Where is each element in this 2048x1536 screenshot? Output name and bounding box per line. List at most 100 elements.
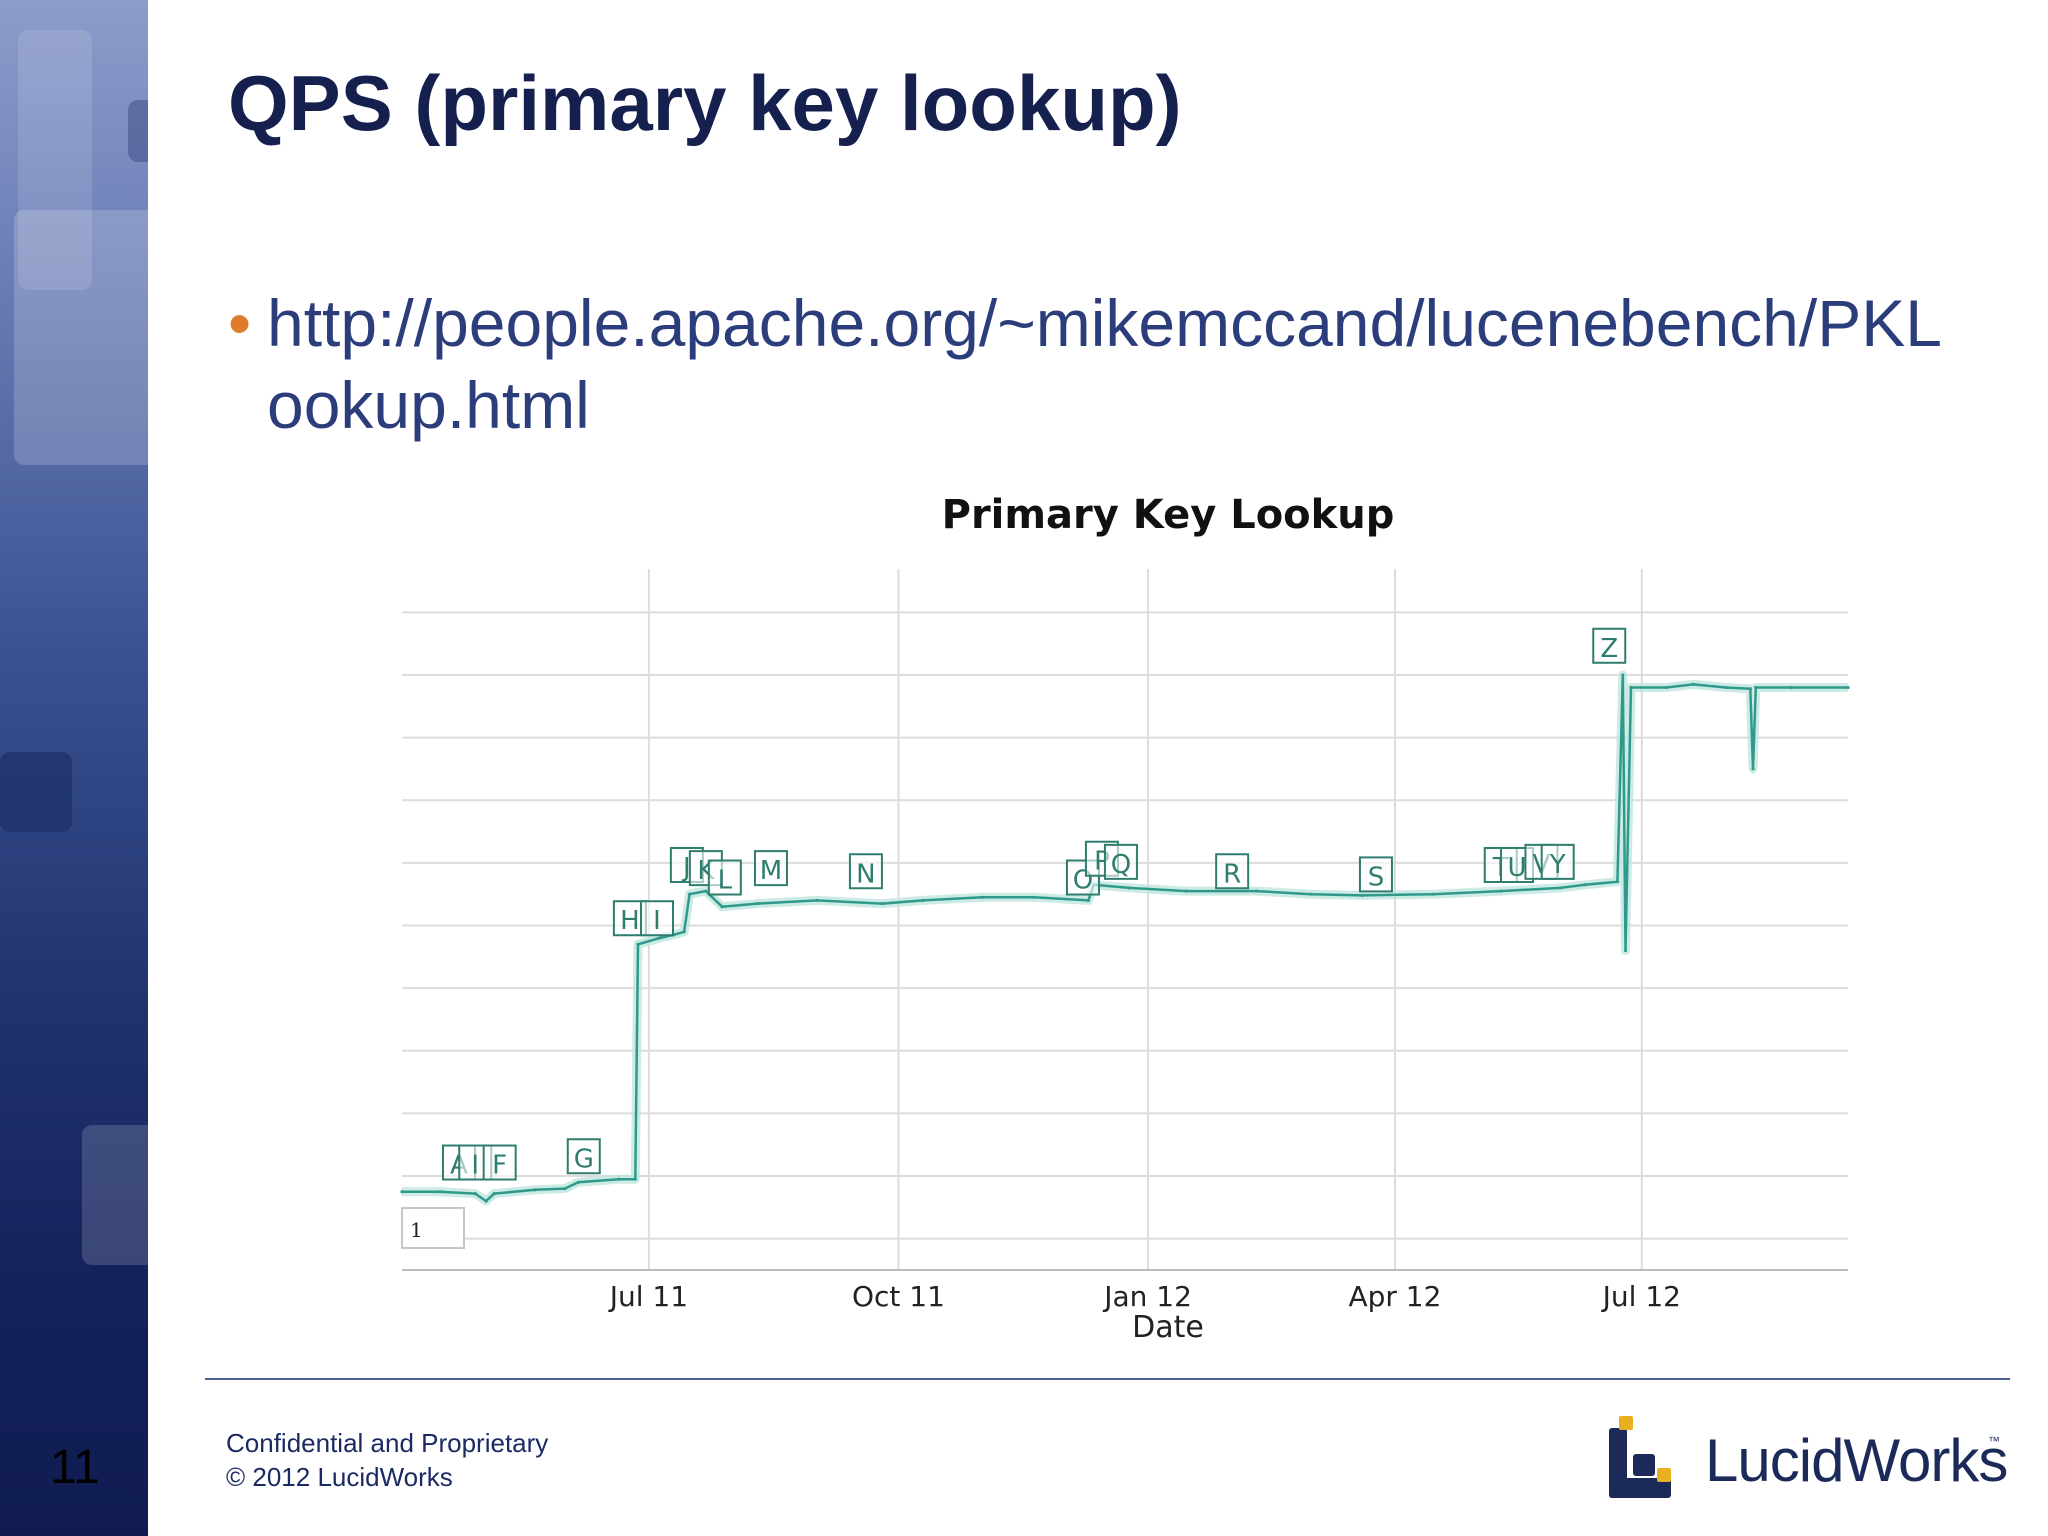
footer-copyright: © 2012 LucidWorks [226, 1462, 453, 1492]
annotation-box [753, 850, 788, 887]
sidebar-decoration [0, 0, 148, 1536]
slide-number: 11 [50, 1441, 100, 1494]
series-point [1309, 892, 1313, 896]
series-line [402, 673, 1848, 1203]
footer-confidential: Confidential and Proprietary [226, 1428, 549, 1458]
series-point [704, 889, 708, 893]
annotation-label: L [718, 866, 733, 896]
x-tick-label: Apr 12 [1348, 1280, 1441, 1313]
bullet-link[interactable]: http://people.apache.org/~mikemccand/luc… [267, 286, 1942, 442]
series-point [1789, 685, 1793, 690]
lucidworks-logo-icon [1609, 1416, 1671, 1498]
series-point [1754, 685, 1758, 690]
series-point [633, 1177, 637, 1181]
annotation-box [640, 900, 675, 937]
series-error-band [402, 670, 1848, 1206]
annotation-flag: I [640, 900, 675, 937]
series-point [1431, 892, 1435, 896]
annotation-box [566, 1138, 601, 1175]
annotation-label: M [760, 856, 782, 886]
series-point [1615, 880, 1619, 884]
series-point [1499, 889, 1503, 893]
annotation-label: F [492, 1151, 507, 1181]
footer-text: Confidential and Proprietary © 2012 Luci… [226, 1426, 548, 1494]
decorative-square [82, 1125, 148, 1265]
series-point [438, 1190, 442, 1194]
annotation-flag: S [1358, 856, 1393, 893]
series-point [815, 898, 819, 903]
annotation-flag: Z [1592, 627, 1627, 664]
series-point [1184, 889, 1188, 893]
series-point [1254, 889, 1259, 893]
annotation-box [1592, 627, 1627, 664]
series-point [1127, 886, 1131, 890]
series-point [1623, 948, 1628, 953]
series-point [1086, 898, 1090, 903]
annotation-box [1540, 843, 1575, 880]
series-point [720, 905, 724, 909]
chart-title: Primary Key Lookup [942, 492, 1395, 538]
annotation-box [848, 853, 883, 890]
annotation-label: R [1223, 859, 1241, 889]
y-tick-label: 1 [410, 1218, 423, 1242]
annotation-box [707, 859, 742, 896]
slide-title: QPS (primary key lookup) [228, 59, 1182, 147]
annotation-label: G [574, 1144, 594, 1174]
annotation-flag: F [482, 1144, 517, 1181]
annotation-label: U [1508, 853, 1527, 883]
annotation-flag: Q [1103, 843, 1138, 880]
annotation-flag: R [1215, 853, 1250, 890]
bullet-item: • http://people.apache.org/~mikemccand/l… [228, 282, 1948, 446]
annotation-box [482, 1144, 517, 1181]
series-point [1691, 682, 1695, 686]
series-point [682, 930, 686, 934]
x-tick-label: Jul 12 [1601, 1280, 1681, 1313]
x-tick-label: Oct 11 [852, 1280, 945, 1313]
series-point [484, 1199, 488, 1203]
series-point [1621, 673, 1625, 677]
series-point [1583, 883, 1587, 887]
annotation-flag: N [848, 853, 883, 890]
annotation-label: I [653, 906, 661, 936]
decorative-square [128, 100, 148, 162]
series-point [636, 942, 640, 946]
series-point [1360, 893, 1364, 898]
series-point [492, 1191, 496, 1196]
annotation-label: Y [1549, 850, 1566, 880]
series-point [1558, 886, 1563, 890]
series-point [563, 1186, 567, 1191]
series-point [1032, 895, 1036, 899]
series-point [687, 892, 692, 896]
series-point [1846, 685, 1850, 690]
annotation-box [1103, 843, 1138, 880]
orange-dot-icon: • [228, 286, 252, 360]
series-point [1751, 767, 1755, 771]
series-point [1724, 685, 1728, 690]
annotation-flag: M [753, 850, 788, 887]
annotation-label: H [620, 906, 640, 936]
qps-chart: Primary Key Lookup AIFGHIJKLMNOPQRSTUVYZ… [400, 492, 1850, 1345]
annotation-label: J [681, 853, 691, 883]
annotation-flag: Y [1540, 843, 1575, 880]
decorative-square [0, 752, 72, 832]
series-point [755, 901, 759, 906]
x-tick-label: Jul 11 [608, 1280, 688, 1313]
decorative-square [18, 30, 92, 290]
annotation-label: Q [1111, 850, 1131, 880]
annotation-label: S [1368, 862, 1385, 892]
x-tick-label: Jan 12 [1102, 1280, 1192, 1313]
decorative-square [14, 210, 148, 465]
series-point [880, 901, 884, 906]
annotation-box [1358, 856, 1393, 893]
lucidworks-logo: LucidWorks ™ [1605, 1414, 2008, 1504]
series-point [617, 1177, 621, 1181]
series-point [980, 895, 985, 899]
annotation-flag: L [707, 859, 742, 896]
series-point [1664, 685, 1668, 690]
series-point [400, 1190, 404, 1194]
series-point [1629, 685, 1633, 690]
series-point [1748, 687, 1752, 691]
footer-divider [205, 1378, 2010, 1380]
series-point [658, 936, 662, 940]
logo-trademark: ™ [1988, 1434, 2000, 1448]
